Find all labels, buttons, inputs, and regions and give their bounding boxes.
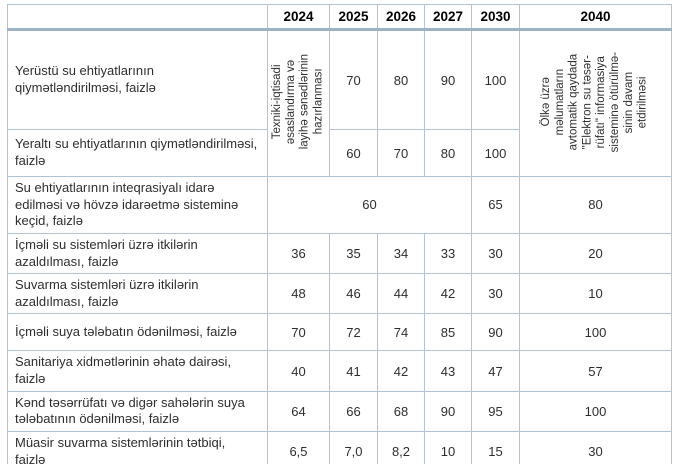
- value-cell: 100: [519, 390, 672, 432]
- row-label: Kənd təsərrüfatı və digər sahələrin suya…: [7, 390, 268, 432]
- value-cell: 10: [424, 430, 472, 464]
- value-cell: 100: [519, 313, 672, 352]
- value-cell: 80: [519, 176, 672, 234]
- value-cell: 68: [377, 390, 425, 432]
- value-cell: 43: [424, 350, 472, 392]
- value-cell: 72: [329, 313, 378, 352]
- value-cell: 48: [267, 273, 330, 315]
- year-header-2024: 2024: [267, 4, 330, 31]
- plan-2040-note-cell: Ölkə üzrə məlumatların avtomatik qaydada…: [519, 29, 672, 177]
- value-cell: 40: [267, 350, 330, 392]
- value-cell: 30: [471, 273, 520, 315]
- header-row: 2024 2025 2026 2027 2030 2040: [7, 4, 672, 31]
- value-cell: 95: [471, 390, 520, 432]
- value-cell: 6,5: [267, 430, 330, 464]
- value-cell: 41: [329, 350, 378, 392]
- value-cell: 70: [267, 313, 330, 352]
- value-cell: 30: [471, 232, 520, 275]
- year-header-2040: 2040: [519, 4, 672, 31]
- value-cell: 33: [424, 232, 472, 275]
- water-targets-table: 2024 2025 2026 2027 2030 2040 Yerüstü su…: [7, 4, 672, 464]
- value-cell: 80: [424, 129, 472, 177]
- value-cell: 85: [424, 313, 472, 352]
- table-row: Müasir suvarma sistemlərinin tətbiqi, fa…: [7, 430, 672, 464]
- value-cell: 57: [519, 350, 672, 392]
- value-cell: 100: [471, 129, 520, 177]
- value-cell: 100: [471, 29, 520, 130]
- value-cell: 47: [471, 350, 520, 392]
- value-cell: 66: [329, 390, 378, 432]
- value-cell: 8,2: [377, 430, 425, 464]
- value-cell: 90: [424, 390, 472, 432]
- value-cell: 90: [424, 29, 472, 130]
- row-label: Su ehtiyatlarının inteqrasiyalı idarə ed…: [7, 176, 268, 234]
- value-cell: 46: [329, 273, 378, 315]
- value-cell: 64: [267, 390, 330, 432]
- year-header-2026: 2026: [377, 4, 425, 31]
- value-cell: 70: [329, 29, 378, 130]
- row-label: Yerüstü su ehtiyatlarının qiymətləndiril…: [7, 29, 268, 130]
- plan-2024-note-cell: Texniki-iqtisadi əsaslandırma və layihə …: [267, 29, 330, 177]
- table-row: Yerüstü su ehtiyatlarının qiymətləndiril…: [7, 29, 672, 177]
- year-header-2027: 2027: [424, 4, 472, 31]
- row-label: Yeraltı su ehtiyatlarının qiymətləndiril…: [7, 129, 268, 177]
- value-cell: 80: [377, 29, 425, 130]
- value-cell: 10: [519, 273, 672, 315]
- value-cell: 65: [471, 176, 520, 234]
- value-cell: 30: [519, 430, 672, 464]
- table-row: İçməli suya tələbatın ödənilməsi, faizlə…: [7, 313, 672, 352]
- row-label: İçməli suya tələbatın ödənilməsi, faizlə: [7, 313, 268, 352]
- table-row: Sanitariya xidmətlərinin əhatə dairəsi, …: [7, 350, 672, 392]
- value-cell: 15: [471, 430, 520, 464]
- value-cell: 20: [519, 232, 672, 275]
- value-cell: 34: [377, 232, 425, 275]
- table-row: Kənd təsərrüfatı və digər sahələrin suya…: [7, 390, 672, 432]
- table-row: Suvarma sistemləri üzrə itkilərin azaldı…: [7, 273, 672, 315]
- value-cell: 44: [377, 273, 425, 315]
- plan-2024-note: Texniki-iqtisadi əsaslandırma və layihə …: [270, 54, 325, 150]
- value-cell: 35: [329, 232, 378, 275]
- value-cell: 42: [424, 273, 472, 315]
- row-label: Müasir suvarma sistemlərinin tətbiqi, fa…: [7, 430, 268, 464]
- table-row: Su ehtiyatlarının inteqrasiyalı idarə ed…: [7, 176, 672, 234]
- value-cell: 42: [377, 350, 425, 392]
- row-label: İçməli su sistemləri üzrə itkilərin azal…: [7, 232, 268, 275]
- table-row: İçməli su sistemləri üzrə itkilərin azal…: [7, 232, 672, 275]
- value-cell: 7,0: [329, 430, 378, 464]
- table-row: Yeraltı su ehtiyatlarının qiymətləndiril…: [7, 129, 672, 177]
- value-cell: 90: [471, 313, 520, 352]
- value-cell: 60: [329, 129, 378, 177]
- value-cell: 70: [377, 129, 425, 177]
- year-header-2025: 2025: [329, 4, 378, 31]
- year-header-2030: 2030: [471, 4, 520, 31]
- row-label: Suvarma sistemləri üzrə itkilərin azaldı…: [7, 273, 268, 315]
- value-cell: 36: [267, 232, 330, 275]
- plan-2040-note: Ölkə üzrə məlumatların avtomatik qaydada…: [540, 51, 649, 153]
- merged-value-cell: 60: [267, 176, 472, 234]
- value-cell: 74: [377, 313, 425, 352]
- row-label: Sanitariya xidmətlərinin əhatə dairəsi, …: [7, 350, 268, 392]
- header-empty-cell: [7, 4, 268, 31]
